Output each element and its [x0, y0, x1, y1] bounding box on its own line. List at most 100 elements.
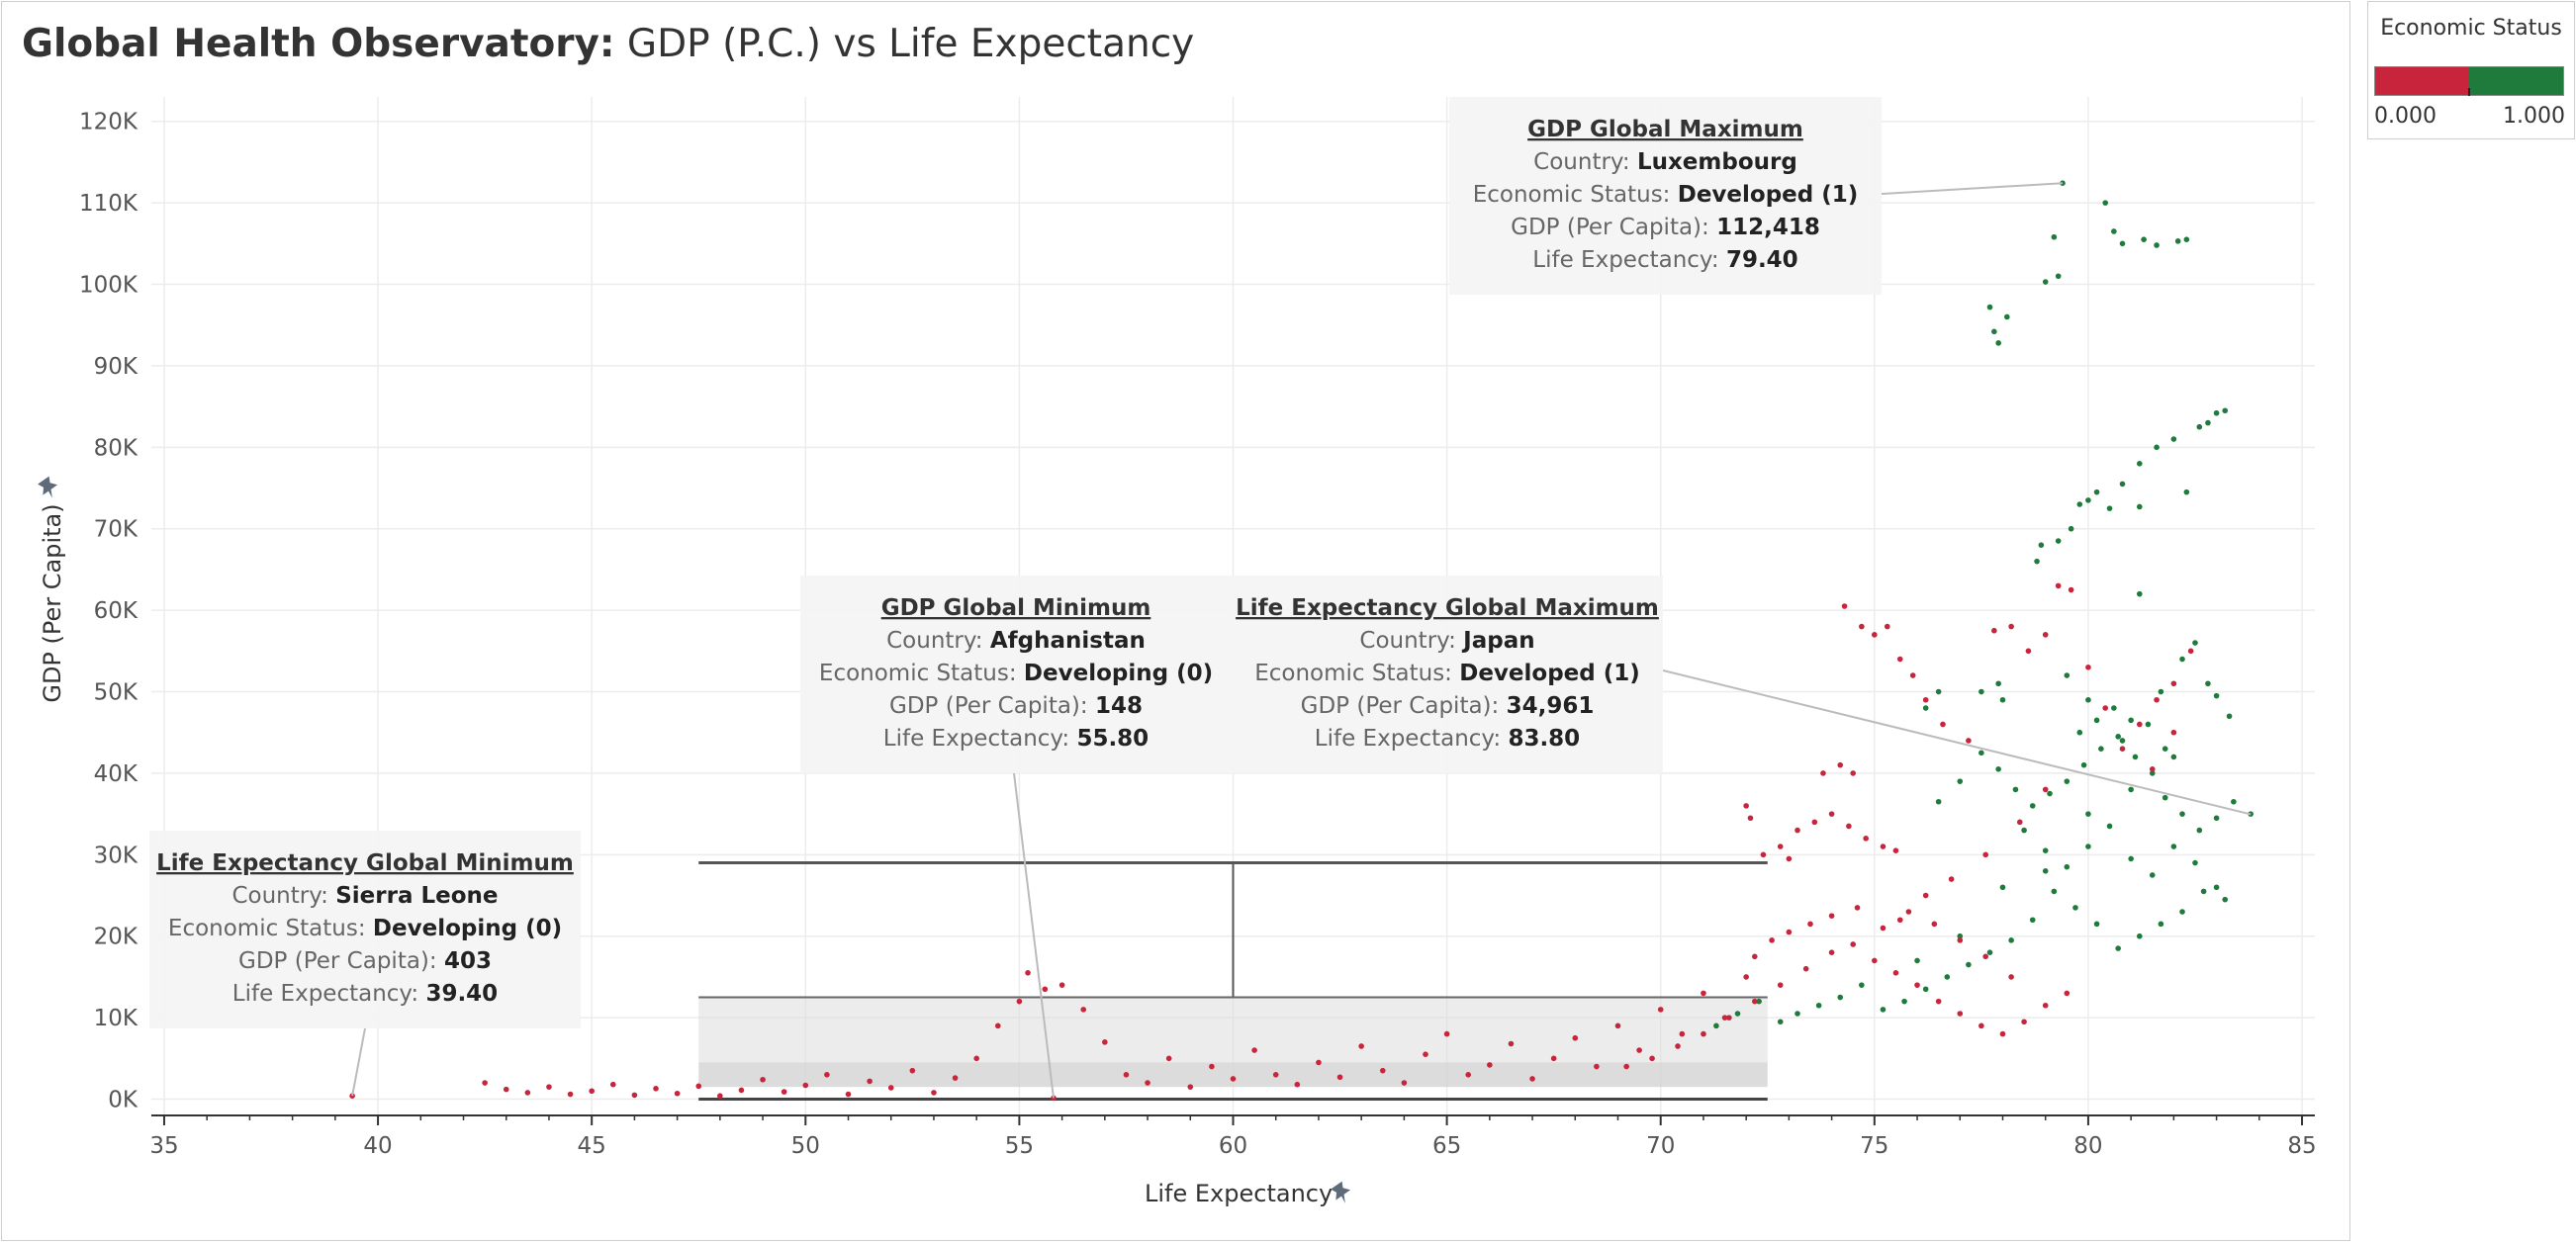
data-point [802, 1082, 809, 1089]
data-point [1896, 917, 1903, 924]
data-point [1948, 876, 1955, 882]
data-point [2115, 945, 2121, 951]
data-point [1931, 921, 1938, 928]
data-point [2222, 407, 2229, 414]
data-point [1841, 603, 1848, 609]
annotation-value: Developing (0) [1024, 661, 1213, 686]
data-point [2102, 200, 2109, 206]
data-point [1820, 770, 1826, 776]
data-point [1756, 998, 1762, 1005]
annotation-row: Economic Status: Developing (0) [819, 661, 1213, 686]
data-point [1726, 1015, 1732, 1021]
y-tick-label: 120K [79, 110, 138, 135]
data-point [1909, 672, 1916, 678]
data-point [2076, 501, 2083, 507]
data-point [1657, 1007, 1664, 1013]
legend-max-label: 1.000 [2503, 104, 2565, 129]
data-point [1649, 1055, 1655, 1062]
title-bold: Global Health Observatory: [22, 22, 615, 66]
data-point [760, 1076, 766, 1083]
data-point [1892, 847, 1899, 853]
data-point [1572, 1034, 1579, 1041]
data-point [1679, 1030, 1686, 1037]
data-point [2136, 461, 2143, 467]
data-point [1837, 761, 1844, 768]
annotation-key: Life Expectancy: [232, 981, 426, 1007]
data-point [1957, 778, 1964, 784]
annotation-box [1232, 576, 1663, 773]
data-point [2102, 705, 2109, 711]
data-point [2051, 888, 2058, 895]
data-point [1777, 982, 1784, 988]
data-point [2145, 721, 2152, 728]
annotation-box [1449, 97, 1882, 295]
page-title: Global Health Observatory: GDP (P.C.) vs… [22, 22, 1194, 66]
y-tick-label: 80K [94, 435, 138, 461]
data-point [503, 1086, 509, 1093]
data-point [1811, 819, 1818, 826]
annotation-box [800, 576, 1232, 773]
data-point [1935, 688, 1942, 695]
data-point [674, 1090, 681, 1097]
annotation-key: Life Expectancy: [1532, 247, 1726, 273]
data-point [609, 1081, 616, 1088]
data-point [1636, 1047, 1642, 1053]
data-point [2183, 489, 2190, 495]
annotation-row: Economic Status: Developed (1) [1473, 182, 1859, 208]
data-point [695, 1083, 702, 1090]
data-point [1859, 623, 1865, 630]
data-point [2158, 921, 2164, 928]
data-point [2174, 238, 2181, 244]
legend-ramp-high [2469, 66, 2564, 96]
data-point [1187, 1084, 1194, 1090]
data-point [1828, 811, 1835, 817]
data-point [1815, 1002, 1822, 1009]
data-point [1828, 913, 1835, 919]
data-points [349, 180, 2254, 1102]
legend-color-ramp[interactable] [2374, 66, 2564, 96]
annotation-row: GDP (Per Capita): 112,418 [1511, 215, 1820, 240]
data-point [2231, 798, 2237, 805]
data-point [1807, 921, 1813, 928]
data-point [2085, 497, 2091, 503]
data-point [2154, 242, 2160, 248]
data-point [2064, 990, 2070, 997]
data-point [1978, 688, 1984, 695]
pin-icon-shape [38, 476, 58, 498]
tick-labels: 35 40 45 50 55 60 65 70 75 80 85 0K 10K 20K 30K 40K 50K 6… [79, 110, 2317, 1159]
data-point [1016, 998, 1023, 1005]
annotation-value: Luxembourg [1637, 149, 1797, 175]
data-point [2136, 503, 2143, 510]
scatter-chart[interactable]: 35 40 45 50 55 60 65 70 75 80 85 0K 10K 20K 30K 40K 50K 6… [0, 0, 2350, 1242]
data-point [2200, 888, 2207, 895]
data-point [1487, 1062, 1493, 1068]
annotation-value: Afghanistan [990, 628, 1146, 654]
data-point [2093, 717, 2100, 724]
legend-title: Economic Status [2380, 16, 2562, 41]
legend-min-label: 0.000 [2374, 104, 2437, 129]
annotation-value: Sierra Leone [335, 883, 498, 909]
data-point [2132, 754, 2139, 760]
data-point [1901, 998, 1907, 1005]
data-point [994, 1022, 1001, 1029]
data-point [1465, 1072, 1472, 1078]
pin-icon[interactable] [1329, 1180, 1354, 1205]
annotation-key: Country: [1533, 149, 1637, 175]
data-point [2158, 688, 2164, 695]
annotation-row: Life Expectancy: 83.80 [1315, 726, 1580, 752]
data-point [2136, 721, 2143, 728]
data-point [1675, 1043, 1681, 1049]
annotation-title: Life Expectancy Global Maximum [1236, 595, 1659, 621]
annotation-key: GDP (Per Capita): [889, 693, 1095, 719]
annotation-value: Japan [1461, 628, 1534, 654]
data-point [2064, 672, 2070, 678]
data-point [1794, 827, 1800, 834]
annotation-row: Country: Japan [1359, 628, 1534, 654]
data-point [1850, 941, 1857, 947]
data-point [2072, 905, 2078, 911]
pin-icon[interactable] [36, 475, 61, 500]
annotation-value: 83.80 [1508, 726, 1580, 752]
data-point [2119, 240, 2126, 247]
data-point [1944, 974, 1951, 980]
data-point [567, 1091, 574, 1098]
